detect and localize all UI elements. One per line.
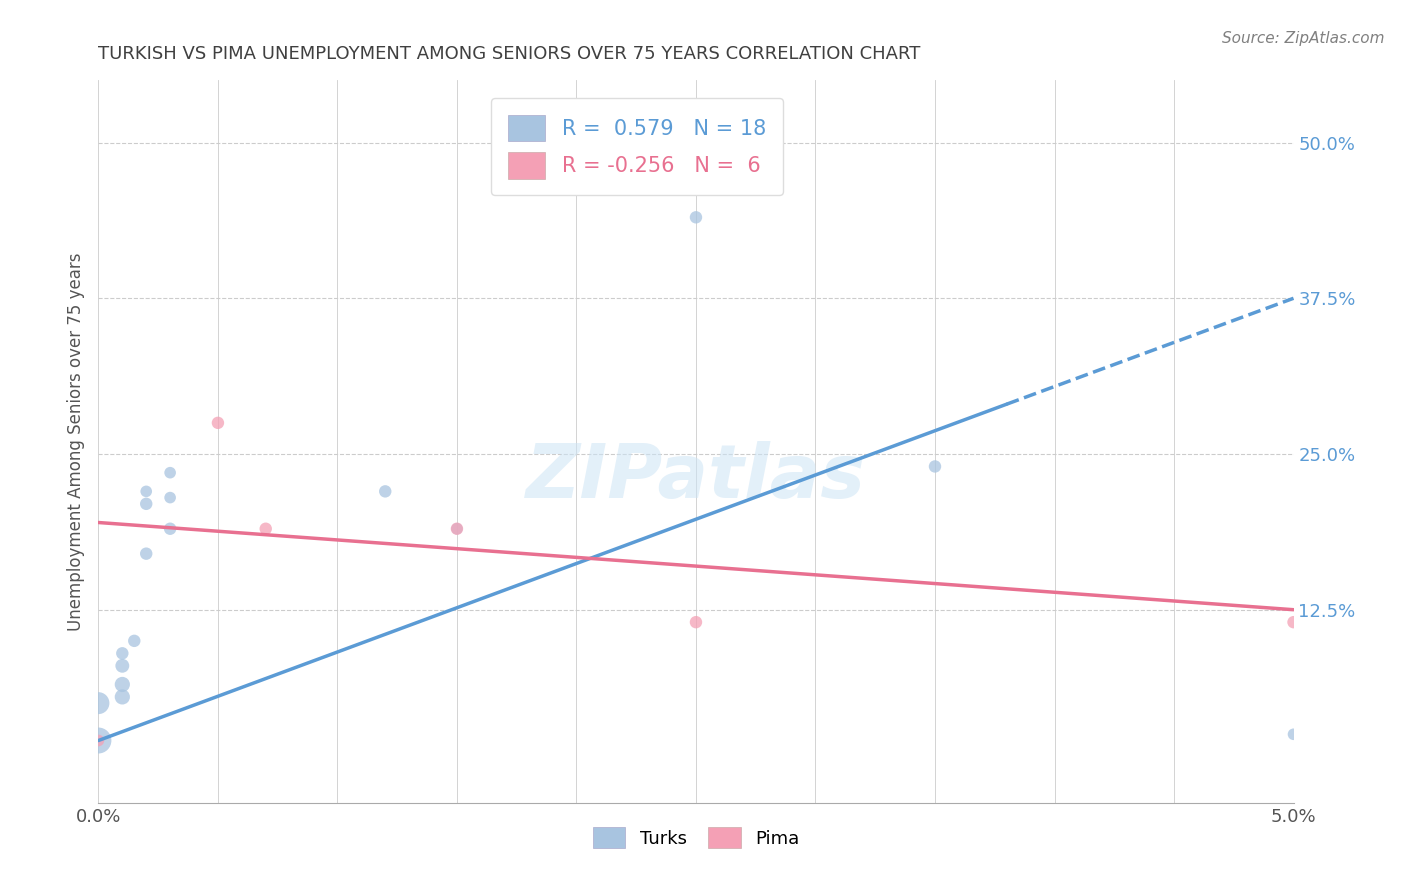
Point: [159, 491, 181, 505]
Point: [1282, 727, 1305, 741]
Point: [685, 211, 707, 225]
Point: [135, 497, 157, 511]
Point: [254, 522, 277, 536]
Point: [111, 646, 134, 660]
Point: [87, 733, 110, 747]
Point: [111, 690, 134, 704]
Point: [207, 416, 229, 430]
Legend: Turks, Pima: Turks, Pima: [585, 820, 807, 855]
Text: Source: ZipAtlas.com: Source: ZipAtlas.com: [1222, 31, 1385, 46]
Point: [111, 658, 134, 673]
Point: [924, 459, 946, 474]
Point: [446, 522, 468, 536]
Point: [446, 522, 468, 536]
Point: [685, 615, 707, 630]
Point: [159, 466, 181, 480]
Text: ZIPatlas: ZIPatlas: [526, 442, 866, 514]
Y-axis label: Unemployment Among Seniors over 75 years: Unemployment Among Seniors over 75 years: [66, 252, 84, 631]
Point: [124, 633, 146, 648]
Point: [135, 484, 157, 499]
Point: [1282, 615, 1305, 630]
Point: [87, 696, 110, 710]
Point: [111, 677, 134, 691]
Point: [374, 484, 396, 499]
Point: [159, 522, 181, 536]
Text: TURKISH VS PIMA UNEMPLOYMENT AMONG SENIORS OVER 75 YEARS CORRELATION CHART: TURKISH VS PIMA UNEMPLOYMENT AMONG SENIO…: [98, 45, 921, 63]
Point: [87, 733, 110, 747]
Point: [135, 547, 157, 561]
